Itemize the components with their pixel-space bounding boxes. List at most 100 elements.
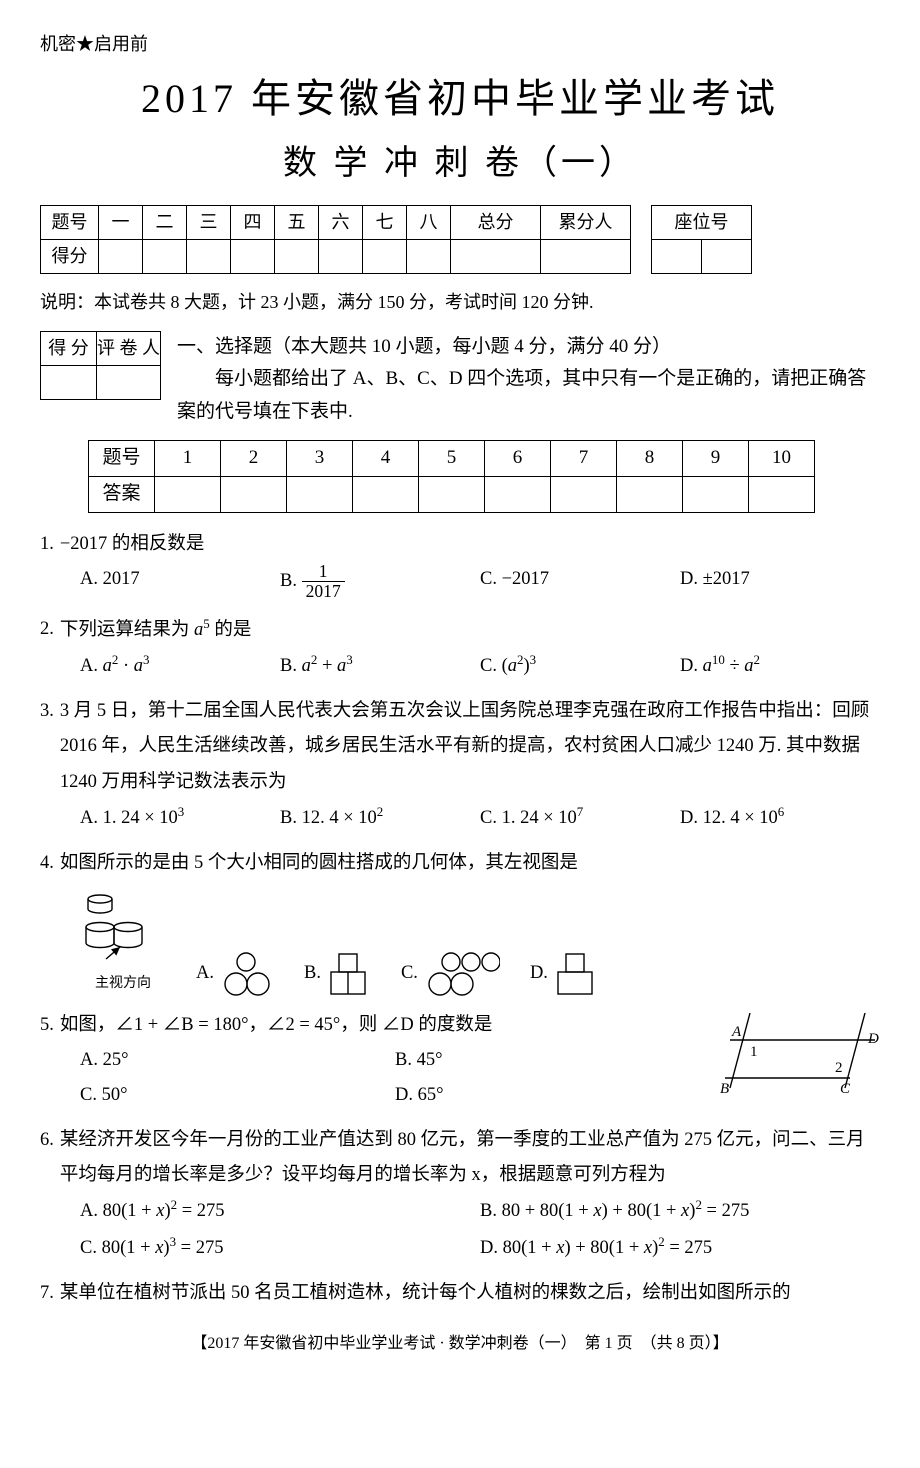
answer-grid-cell — [221, 476, 287, 512]
option-a: A. 2017 — [80, 562, 280, 602]
confidential-label: 机密★启用前 — [40, 30, 880, 59]
score-cell — [319, 240, 363, 274]
score-cell — [99, 240, 143, 274]
score-header-cell: 四 — [231, 206, 275, 240]
option-d: D. — [530, 950, 598, 998]
question-7: 7. 某单位在植树节派出 50 名员工植树造林，统计每个人植树的棵数之后，绘制出… — [40, 1276, 880, 1311]
q-stem: 某单位在植树节派出 50 名员工植树造林，统计每个人植树的棵数之后，绘制出如图所… — [60, 1276, 880, 1311]
option-a: A. — [196, 950, 274, 998]
option-a: A. 25° — [80, 1043, 395, 1078]
svg-text:B: B — [720, 1081, 729, 1097]
answer-grid-cell — [155, 476, 221, 512]
mini-score-table: 得 分 评 卷 人 — [40, 331, 161, 400]
q4-given-figure: 主视方向 — [80, 889, 166, 998]
mini-cell: 得 分 — [41, 331, 97, 365]
answer-grid-cell — [551, 476, 617, 512]
score-header-cell: 总分 — [451, 206, 541, 240]
q-num: 7. — [40, 1276, 54, 1311]
score-header-cell: 累分人 — [541, 206, 631, 240]
option-b: B. 12. 4 × 102 — [280, 800, 480, 836]
mini-cell — [97, 365, 161, 399]
score-cell — [231, 240, 275, 274]
option-a: A. 1. 24 × 103 — [80, 800, 280, 836]
q-stem: 某经济开发区今年一月份的工业产值达到 80 亿元，第一季度的工业总产值为 275… — [60, 1123, 880, 1193]
score-header-cell: 五 — [275, 206, 319, 240]
score-header-cell: 六 — [319, 206, 363, 240]
answer-grid-cell: 3 — [287, 440, 353, 476]
option-c: C. 50° — [80, 1078, 395, 1113]
option-c: C. −2017 — [480, 562, 680, 602]
q-stem: 如图所示的是由 5 个大小相同的圆柱搭成的几何体，其左视图是 — [60, 846, 880, 881]
answer-grid-cell: 1 — [155, 440, 221, 476]
answer-grid-cell: 5 — [419, 440, 485, 476]
q-stem: −2017 的相反数是 — [60, 527, 880, 562]
option-b: B. 12017 — [280, 562, 480, 602]
score-header-cell: 八 — [407, 206, 451, 240]
answer-grid-cell: 10 — [749, 440, 815, 476]
option-a: A. a2 · a3 — [80, 648, 280, 684]
answer-grid-cell — [749, 476, 815, 512]
question-5: 5. 如图，∠1 + ∠B = 180°，∠2 = 45°，则 ∠D 的度数是 … — [40, 1008, 880, 1113]
option-c: C. 80(1 + x)3 = 275 — [80, 1230, 480, 1266]
answer-grid-cell: 答案 — [89, 476, 155, 512]
q-num: 3. — [40, 694, 54, 799]
answer-grid-cell: 题号 — [89, 440, 155, 476]
q-num: 5. — [40, 1008, 54, 1043]
answer-grid-cell — [353, 476, 419, 512]
score-cell — [407, 240, 451, 274]
answer-grid-cell — [683, 476, 749, 512]
q-num: 1. — [40, 527, 54, 562]
answer-grid-cell: 9 — [683, 440, 749, 476]
question-4: 4. 如图所示的是由 5 个大小相同的圆柱搭成的几何体，其左视图是 主视方向 A… — [40, 846, 880, 998]
title-main: 2017 年安徽省初中毕业学业考试 — [40, 67, 880, 131]
q-stem: 如图，∠1 + ∠B = 180°，∠2 = 45°，则 ∠D 的度数是 — [60, 1008, 710, 1043]
option-d: D. a10 ÷ a2 — [680, 648, 880, 684]
option-c: C. 1. 24 × 107 — [480, 800, 680, 836]
seat-table: 座位号 — [651, 205, 752, 274]
q4-view-label: 主视方向 — [80, 971, 166, 998]
score-header-cell: 七 — [363, 206, 407, 240]
instructions: 说明：本试卷共 8 大题，计 23 小题，满分 150 分，考试时间 120 分… — [40, 288, 880, 317]
score-table: 题号 一 二 三 四 五 六 七 八 总分 累分人 得分 — [40, 205, 631, 274]
section-1-header: 得 分 评 卷 人 一、选择题（本大题共 10 小题，每小题 4 分，满分 40… — [40, 331, 880, 428]
option-b: B. a2 + a3 — [280, 648, 480, 684]
section-line1: 一、选择题（本大题共 10 小题，每小题 4 分，满分 40 分） — [177, 331, 880, 363]
score-header-cell: 题号 — [41, 206, 99, 240]
option-c: C. (a2)3 — [480, 648, 680, 684]
answer-grid-cell — [287, 476, 353, 512]
seat-cell — [652, 240, 702, 274]
svg-text:A: A — [731, 1024, 742, 1040]
score-header-cell: 一 — [99, 206, 143, 240]
question-1: 1. −2017 的相反数是 A. 2017 B. 12017 C. −2017… — [40, 527, 880, 602]
score-cell — [187, 240, 231, 274]
score-cell — [451, 240, 541, 274]
mini-cell — [41, 365, 97, 399]
svg-text:1: 1 — [750, 1044, 758, 1060]
answer-grid-cell: 2 — [221, 440, 287, 476]
fraction: 12017 — [302, 562, 345, 602]
q-num: 6. — [40, 1123, 54, 1193]
option-c: C. — [401, 950, 500, 998]
score-header-cell: 二 — [143, 206, 187, 240]
option-d: D. 80(1 + x) + 80(1 + x)2 = 275 — [480, 1230, 880, 1266]
section-desc: 一、选择题（本大题共 10 小题，每小题 4 分，满分 40 分） 每小题都给出… — [177, 331, 880, 428]
q-stem: 下列运算结果为 a5 的是 — [60, 612, 880, 648]
q-stem: 3 月 5 日，第十二届全国人民代表大会第五次会议上国务院总理李克强在政府工作报… — [60, 694, 880, 799]
q5-figure: A D B C 1 2 — [720, 1008, 880, 1113]
option-b: B. 45° — [395, 1043, 710, 1078]
answer-grid: 题号 1 2 3 4 5 6 7 8 9 10 答案 — [88, 440, 815, 513]
option-a: A. 80(1 + x)2 = 275 — [80, 1193, 480, 1229]
answer-grid-cell — [419, 476, 485, 512]
svg-text:D: D — [867, 1031, 879, 1047]
section-line2: 每小题都给出了 A、B、C、D 四个选项，其中只有一个是正确的，请把正确答案的代… — [177, 363, 880, 428]
answer-grid-cell — [485, 476, 551, 512]
answer-grid-cell: 6 — [485, 440, 551, 476]
answer-grid-cell: 7 — [551, 440, 617, 476]
seat-label: 座位号 — [652, 206, 752, 240]
page-footer: 【2017 年安徽省初中毕业学业考试 · 数学冲刺卷（一） 第 1 页 （共 8… — [40, 1331, 880, 1357]
q-num: 2. — [40, 612, 54, 648]
score-cell — [363, 240, 407, 274]
svg-text:2: 2 — [835, 1060, 843, 1076]
q-num: 4. — [40, 846, 54, 881]
score-cell — [275, 240, 319, 274]
